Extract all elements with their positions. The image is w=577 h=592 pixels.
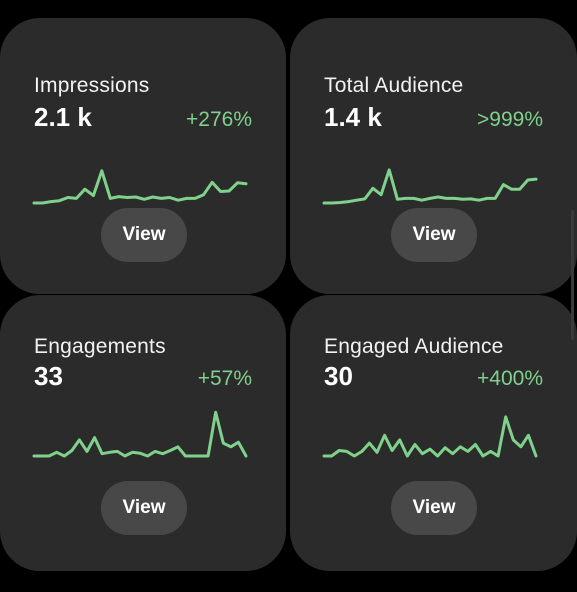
- card-delta: >999%: [477, 108, 543, 131]
- card-delta: +57%: [197, 367, 252, 390]
- card-title: Engagements: [34, 335, 166, 358]
- scrollbar[interactable]: [571, 210, 574, 340]
- card-delta: +276%: [186, 108, 252, 131]
- card-title: Engaged Audience: [324, 335, 504, 358]
- card-title: Impressions: [34, 74, 150, 97]
- trend-line: [32, 169, 248, 205]
- view-button[interactable]: View: [391, 208, 477, 262]
- card-engaged-audience: Engaged Audience 30 +400% View: [290, 295, 577, 571]
- card-value: 1.4 k: [324, 102, 382, 132]
- card-title: Total Audience: [324, 74, 464, 97]
- card-impressions: Impressions 2.1 k +276% View: [0, 18, 286, 294]
- view-button[interactable]: View: [101, 208, 187, 262]
- trend-sparkline: [322, 168, 538, 205]
- view-button[interactable]: View: [391, 481, 477, 535]
- card-total-audience: Total Audience 1.4 k >999% View: [290, 18, 577, 294]
- trend-sparkline: [322, 415, 538, 458]
- trend-sparkline: [32, 169, 248, 205]
- card-value: 33: [34, 361, 63, 391]
- card-value: 30: [324, 361, 353, 391]
- card-value: 2.1 k: [34, 102, 92, 132]
- view-button[interactable]: View: [101, 481, 187, 535]
- card-delta: +400%: [477, 367, 543, 390]
- card-engagements: Engagements 33 +57% View: [0, 295, 286, 571]
- trend-sparkline: [32, 410, 248, 458]
- trend-line: [32, 410, 248, 458]
- trend-line: [322, 168, 538, 205]
- trend-line: [322, 415, 538, 458]
